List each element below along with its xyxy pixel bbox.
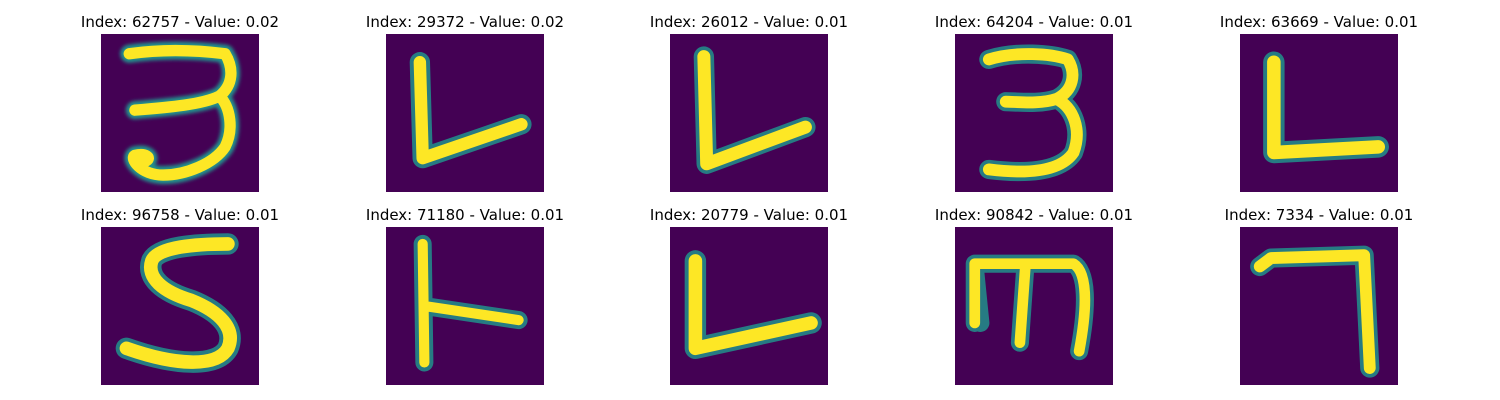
digit-l-image xyxy=(670,227,828,385)
digit-t-image xyxy=(386,227,544,385)
panel-title: Index: 7334 - Value: 0.01 xyxy=(1224,206,1414,224)
panel-title: Index: 63669 - Value: 0.01 xyxy=(1219,13,1419,31)
digit-image xyxy=(101,34,259,192)
digit-image xyxy=(1240,227,1398,385)
panel-title: Index: 90842 - Value: 0.01 xyxy=(934,206,1134,224)
digit-e-rotated-image xyxy=(955,227,1113,385)
panel-title: Index: 20779 - Value: 0.01 xyxy=(649,206,849,224)
panel-title: Index: 64204 - Value: 0.01 xyxy=(934,13,1134,31)
digit-3-image xyxy=(955,34,1113,192)
digit-3-image xyxy=(101,34,259,192)
digit-image xyxy=(670,227,828,385)
panel-title: Index: 71180 - Value: 0.01 xyxy=(365,206,565,224)
digit-image xyxy=(955,34,1113,192)
digit-image xyxy=(101,227,259,385)
panel-title: Index: 29372 - Value: 0.02 xyxy=(365,13,565,31)
digit-image xyxy=(955,227,1113,385)
digit-image xyxy=(386,34,544,192)
digit-l-image xyxy=(670,34,828,192)
digit-image xyxy=(1240,34,1398,192)
digit-l-image xyxy=(386,34,544,192)
panel-title: Index: 96758 - Value: 0.01 xyxy=(80,206,280,224)
digit-image xyxy=(386,227,544,385)
panel-title: Index: 26012 - Value: 0.01 xyxy=(649,13,849,31)
digit-s-image xyxy=(101,227,259,385)
digit-l-image xyxy=(1240,34,1398,192)
digit-image xyxy=(670,34,828,192)
digit-7-image xyxy=(1240,227,1398,385)
panel-title: Index: 62757 - Value: 0.02 xyxy=(80,13,280,31)
